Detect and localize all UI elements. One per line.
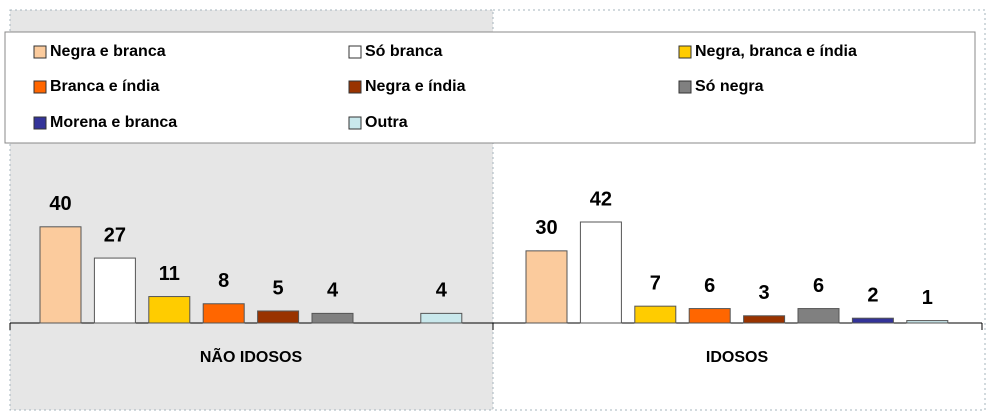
value-label: 6 — [704, 275, 715, 297]
value-label: 6 — [813, 275, 824, 297]
value-label: 4 — [436, 280, 448, 302]
bar — [420, 312, 463, 324]
bar — [148, 296, 191, 324]
category-label: IDOSOS — [706, 349, 769, 366]
value-label: 8 — [218, 270, 229, 292]
bar — [93, 257, 136, 324]
value-label: 27 — [104, 224, 126, 246]
legend-swatch — [678, 45, 692, 59]
value-label: 42 — [590, 188, 612, 210]
bar — [257, 310, 300, 324]
legend-swatch — [678, 80, 692, 94]
bar — [202, 303, 245, 324]
bar — [688, 308, 731, 324]
value-label: 4 — [327, 280, 339, 302]
legend-label: Só branca — [365, 43, 442, 60]
value-label: 2 — [867, 284, 878, 306]
bar — [851, 317, 894, 324]
value-label: 11 — [159, 263, 180, 285]
bar — [311, 312, 354, 324]
value-label: 1 — [922, 287, 933, 309]
legend-swatch — [348, 80, 362, 94]
legend-swatch — [33, 116, 47, 130]
bar — [797, 308, 840, 324]
value-label: 40 — [49, 193, 71, 215]
value-label: 3 — [759, 282, 770, 304]
bar — [906, 320, 949, 324]
legend-label: Só negra — [695, 78, 764, 95]
legend-swatch — [33, 45, 47, 59]
bar — [579, 221, 622, 324]
bar — [634, 305, 677, 324]
legend-label: Negra e branca — [50, 43, 166, 60]
legend-label: Morena e branca — [50, 114, 177, 131]
value-label: 30 — [535, 217, 557, 239]
value-label: 5 — [273, 277, 284, 299]
bar — [525, 250, 568, 324]
legend-label: Negra, branca e índia — [695, 43, 857, 60]
legend-label: Negra e índia — [365, 78, 466, 95]
bar — [743, 315, 786, 324]
value-label: 7 — [650, 272, 661, 294]
category-label: NÃO IDOSOS — [200, 346, 303, 366]
legend-swatch — [348, 116, 362, 130]
legend-swatch — [33, 80, 47, 94]
legend-box — [4, 31, 976, 144]
legend-label: Branca e índia — [50, 78, 159, 95]
legend-label: Outra — [365, 114, 408, 131]
legend-swatch — [348, 45, 362, 59]
bar — [39, 226, 82, 324]
